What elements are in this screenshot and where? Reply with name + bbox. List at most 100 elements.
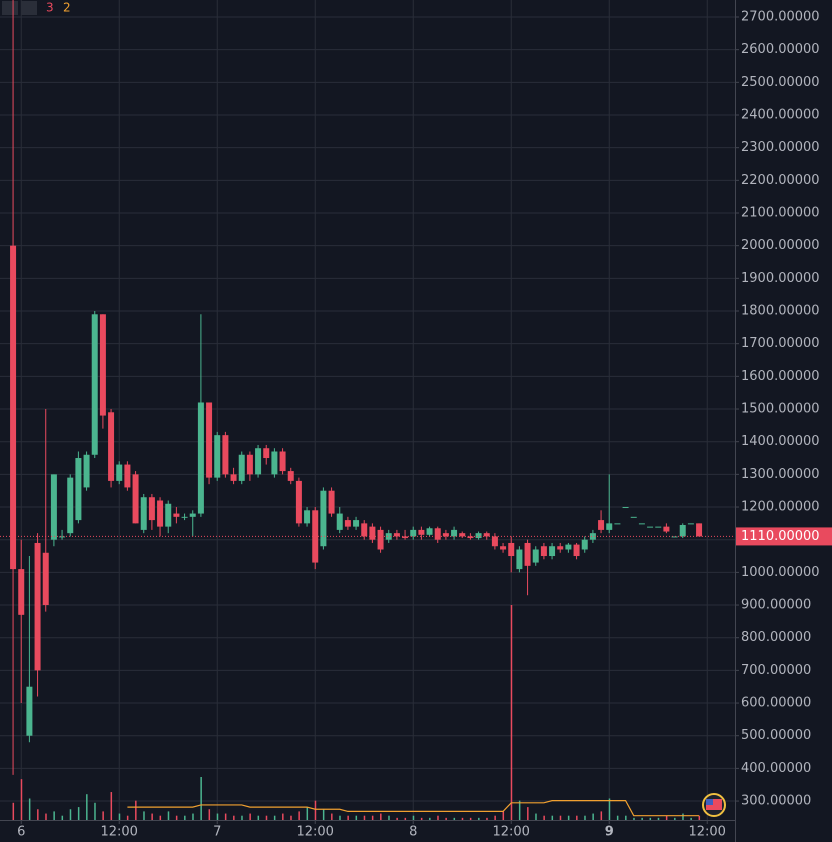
candle-body xyxy=(91,314,98,455)
candle-body xyxy=(42,552,49,606)
volume-bar xyxy=(469,817,472,820)
volume-bar xyxy=(53,811,55,820)
candle-body xyxy=(148,497,155,521)
candle-body xyxy=(59,536,66,538)
candle-body xyxy=(230,474,237,481)
candle-body xyxy=(108,412,115,481)
candle-body xyxy=(687,523,694,525)
volume-bar xyxy=(273,815,276,820)
volume-bar xyxy=(690,817,692,820)
candle-body xyxy=(99,314,106,416)
candle-body xyxy=(426,528,433,535)
volume-bar xyxy=(339,815,341,820)
y-tick-label: 900.00000 xyxy=(741,598,811,613)
volume-bar xyxy=(551,815,554,820)
candle-body xyxy=(189,513,196,517)
y-tick-label: 400.00000 xyxy=(741,761,811,776)
volume-bar xyxy=(208,809,211,820)
candle-body xyxy=(549,546,556,557)
volume-bar xyxy=(135,800,137,820)
volume-bar xyxy=(576,815,578,820)
candle-body xyxy=(442,533,449,537)
candle-body xyxy=(385,533,392,540)
y-tick-label: 2400.00000 xyxy=(741,107,820,122)
candle-body xyxy=(630,516,637,518)
volume-bar xyxy=(371,815,374,820)
usd-icon[interactable] xyxy=(702,793,726,817)
volume-bar xyxy=(633,817,635,820)
candle-body xyxy=(222,435,229,475)
volume-bar xyxy=(224,813,227,820)
volume-bar xyxy=(143,811,145,820)
volume-bar xyxy=(494,815,496,820)
candle-body xyxy=(214,435,221,478)
candle-body xyxy=(524,542,531,566)
candle-body xyxy=(451,529,458,537)
volume-bar xyxy=(306,807,309,820)
candle-body xyxy=(655,526,662,528)
y-tick-label: 1600.00000 xyxy=(741,369,820,384)
volume-bar xyxy=(396,817,398,820)
candle-body xyxy=(369,526,376,540)
candle-body xyxy=(197,402,204,514)
candle-body xyxy=(614,523,621,525)
candle-body xyxy=(263,448,270,459)
volume-bar xyxy=(151,813,153,820)
candle-body xyxy=(10,245,17,570)
volume-bar xyxy=(674,817,676,820)
candle-body xyxy=(132,474,139,524)
y-tick-label: 1200.00000 xyxy=(741,500,820,515)
volume-bar xyxy=(69,809,72,820)
candle-body xyxy=(279,451,286,472)
volume-bar xyxy=(649,817,652,820)
volume-bar xyxy=(380,813,382,820)
volume-bar xyxy=(45,813,47,820)
volume-bar xyxy=(159,815,162,820)
y-tick-label: 1900.00000 xyxy=(741,271,820,286)
volume-bar xyxy=(600,811,603,820)
y-tick-label: 300.00000 xyxy=(741,794,811,809)
volume-bar xyxy=(265,815,268,820)
candle-body xyxy=(638,523,645,525)
volume-bar xyxy=(28,798,31,820)
candle-body xyxy=(589,533,596,540)
candle-body xyxy=(34,542,41,671)
candle-body xyxy=(304,510,311,524)
x-tick-label: 6 xyxy=(17,825,25,840)
y-tick-label: 2700.00000 xyxy=(741,9,820,24)
volume-bar xyxy=(527,807,529,820)
volume-bar xyxy=(347,815,349,820)
volume-bar xyxy=(567,815,570,820)
candle-body xyxy=(500,546,507,550)
y-tick-label: 800.00000 xyxy=(741,630,811,645)
candle-body xyxy=(116,464,123,481)
volume-bar xyxy=(502,811,505,820)
flag-body xyxy=(706,799,722,810)
volume-bar xyxy=(486,817,488,820)
volume-bar xyxy=(118,813,121,820)
volume-bar xyxy=(200,777,202,820)
candle-body xyxy=(157,500,164,527)
last-price-box xyxy=(736,527,832,546)
candle-body xyxy=(271,451,278,475)
candle-body xyxy=(573,544,580,557)
candle-body xyxy=(361,523,368,537)
volume-bar xyxy=(110,792,113,820)
volume-bar xyxy=(657,817,660,820)
volume-bar xyxy=(584,815,586,820)
volume-bar xyxy=(518,800,521,820)
close-icon[interactable] xyxy=(21,1,37,15)
last-price-label: 1110.00000 xyxy=(741,529,820,544)
candle-body xyxy=(418,529,425,535)
x-tick-label: 12:00 xyxy=(100,825,137,840)
candle-body xyxy=(532,549,539,563)
candle-body xyxy=(353,520,360,527)
candle-body xyxy=(75,458,82,521)
candle-body xyxy=(598,520,605,530)
move-icon[interactable] xyxy=(2,1,18,15)
volume-bar xyxy=(61,815,64,820)
volume-bar xyxy=(478,817,480,820)
volume-bar xyxy=(184,815,186,820)
candle-body xyxy=(491,536,498,547)
